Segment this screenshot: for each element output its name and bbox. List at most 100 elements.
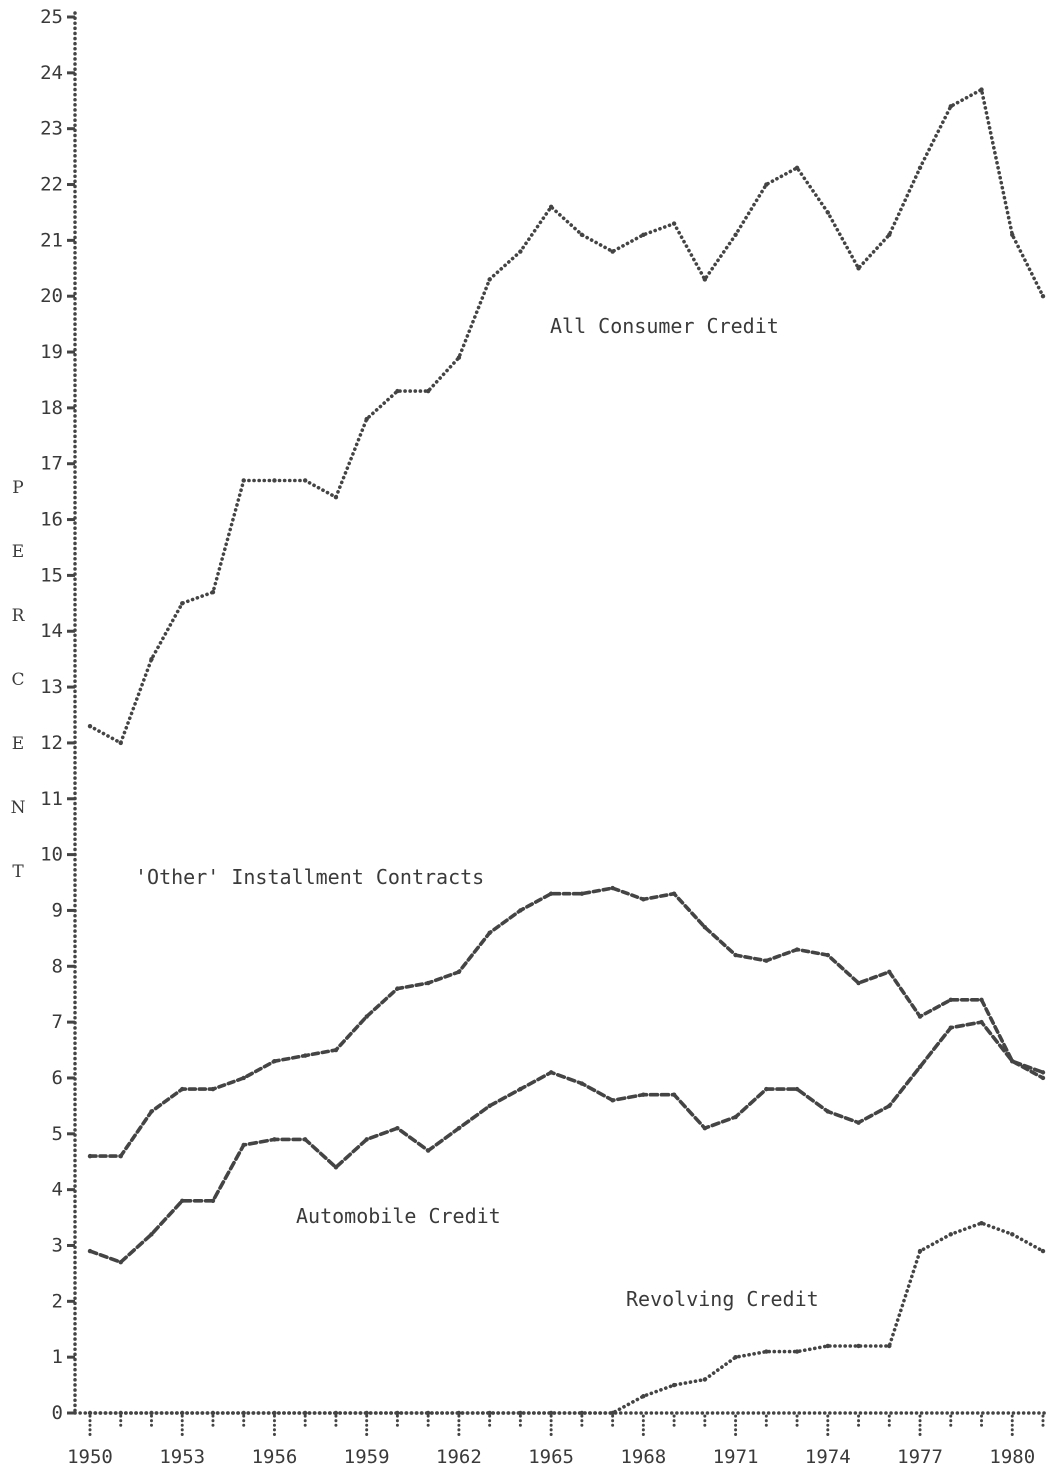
data-point-all-consumer-credit [610, 249, 615, 254]
data-point-all-consumer-credit [671, 221, 677, 226]
x-tick-label: 1956 [252, 1446, 298, 1468]
y-tick-label: 4 [52, 1179, 63, 1201]
data-point-automobile-credit [333, 1165, 339, 1170]
data-point-revolving-credit [825, 1343, 831, 1349]
data-point-all-consumer-credit [210, 589, 216, 595]
data-point-automobile-credit [487, 1103, 492, 1109]
data-point-other-installment-contracts [825, 952, 831, 958]
data-point-all-consumer-credit [1040, 294, 1046, 299]
data-point-automobile-credit [579, 1081, 585, 1086]
data-point-other-installment-contracts [333, 1047, 339, 1053]
data-point-other-installment-contracts [641, 897, 646, 902]
data-point-automobile-credit [518, 1086, 523, 1092]
data-point-other-installment-contracts [149, 1109, 154, 1114]
y-tick-label: 8 [52, 955, 63, 977]
series-line-automobile-credit [88, 1020, 1045, 1264]
x-tick-label: 1959 [344, 1446, 390, 1468]
data-point-all-consumer-credit [487, 277, 492, 282]
y-axis-title: P E R C E N T [11, 478, 26, 882]
data-point-other-installment-contracts [917, 1014, 923, 1019]
y-tick-label: 13 [40, 676, 63, 698]
data-point-other-installment-contracts [887, 969, 892, 975]
y-tick-label: 2 [52, 1290, 63, 1312]
data-point-all-consumer-credit [149, 656, 154, 662]
y-axis-title-letter: N [11, 798, 26, 818]
data-point-revolving-credit [487, 1410, 492, 1416]
data-point-automobile-credit [764, 1086, 769, 1092]
data-point-automobile-credit [456, 1126, 462, 1131]
data-point-all-consumer-credit [979, 87, 984, 92]
data-point-revolving-credit [87, 1410, 93, 1416]
data-point-revolving-credit [764, 1349, 769, 1354]
data-point-automobile-credit [1010, 1059, 1015, 1064]
data-point-automobile-credit [610, 1098, 615, 1103]
y-axis-title-letter: E [12, 734, 24, 754]
data-point-all-consumer-credit [825, 210, 831, 215]
data-point-other-installment-contracts [671, 891, 677, 896]
data-point-automobile-credit [1040, 1070, 1046, 1075]
y-tick-label: 10 [40, 844, 63, 866]
data-point-all-consumer-credit [425, 388, 431, 394]
data-point-automobile-credit [856, 1120, 861, 1125]
data-point-revolving-credit [425, 1410, 431, 1416]
data-point-revolving-credit [702, 1377, 708, 1382]
data-point-revolving-credit [302, 1410, 308, 1416]
y-tick-label: 25 [40, 6, 63, 28]
data-point-automobile-credit [364, 1137, 369, 1142]
y-tick-label: 0 [52, 1402, 63, 1424]
x-tick-label: 1965 [528, 1446, 574, 1468]
data-point-automobile-credit [272, 1137, 277, 1142]
y-tick-label: 22 [40, 174, 63, 196]
data-point-other-installment-contracts [702, 924, 708, 930]
y-tick-label: 11 [40, 788, 63, 810]
data-point-automobile-credit [87, 1248, 93, 1254]
data-point-all-consumer-credit [272, 478, 277, 483]
x-tick-label: 1974 [805, 1446, 851, 1468]
data-point-automobile-credit [825, 1109, 831, 1114]
data-point-revolving-credit [948, 1232, 953, 1237]
data-point-other-installment-contracts [794, 947, 800, 952]
data-point-all-consumer-credit [180, 601, 185, 606]
data-point-automobile-credit [641, 1092, 646, 1097]
data-point-automobile-credit [548, 1070, 554, 1075]
data-point-all-consumer-credit [302, 478, 308, 483]
data-point-revolving-credit [610, 1410, 615, 1416]
data-point-other-installment-contracts [856, 980, 861, 986]
x-tick-label: 1980 [989, 1446, 1035, 1468]
y-tick-label: 17 [40, 453, 63, 475]
data-point-automobile-credit [948, 1025, 953, 1030]
data-point-automobile-credit [425, 1148, 431, 1153]
data-point-automobile-credit [302, 1137, 308, 1142]
y-axis-ticks: 0123456789101112131415161718192021222324… [40, 6, 75, 1424]
data-point-automobile-credit [180, 1198, 185, 1204]
data-point-other-installment-contracts [180, 1086, 185, 1092]
data-point-all-consumer-credit [395, 388, 400, 394]
data-point-revolving-credit [1010, 1232, 1015, 1237]
y-tick-label: 6 [52, 1067, 63, 1089]
data-point-other-installment-contracts [518, 908, 523, 913]
data-point-other-installment-contracts [733, 952, 738, 958]
data-point-all-consumer-credit [917, 165, 923, 170]
data-point-revolving-credit [180, 1410, 185, 1416]
data-point-revolving-credit [641, 1394, 646, 1399]
y-tick-label: 18 [40, 397, 63, 419]
data-point-revolving-credit [856, 1343, 861, 1349]
x-tick-label: 1950 [67, 1446, 113, 1468]
series-lines [87, 87, 1046, 1416]
y-axis-title-letter: C [11, 670, 24, 690]
data-point-other-installment-contracts [979, 997, 984, 1002]
series-label-automobile-credit: Automobile Credit [296, 1204, 501, 1228]
data-point-all-consumer-credit [241, 478, 246, 483]
data-point-automobile-credit [794, 1086, 800, 1092]
data-point-other-installment-contracts [241, 1075, 246, 1081]
data-point-all-consumer-credit [518, 249, 523, 254]
series-annotations: All Consumer Credit 'Other' Installment C… [135, 314, 819, 1311]
y-tick-label: 7 [52, 1011, 63, 1033]
series-line-revolving-credit [88, 1221, 1045, 1415]
data-point-revolving-credit [456, 1410, 462, 1416]
data-point-all-consumer-credit [887, 232, 892, 237]
data-point-all-consumer-credit [333, 495, 339, 500]
data-point-automobile-credit [149, 1232, 154, 1237]
y-tick-label: 24 [40, 62, 63, 84]
